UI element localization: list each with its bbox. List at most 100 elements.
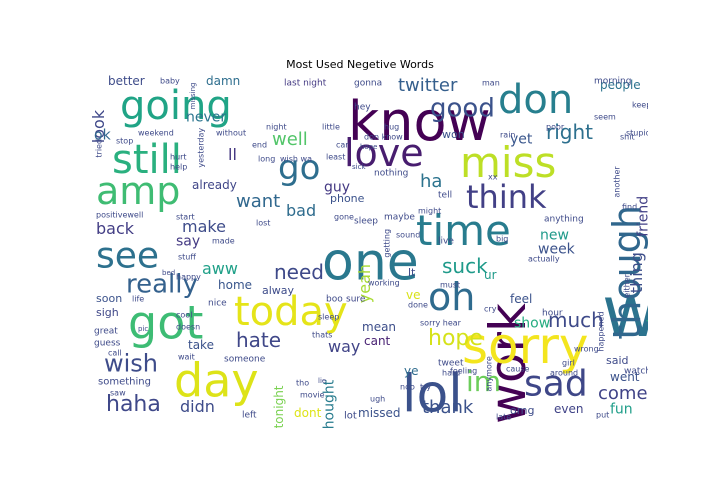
word-without: without — [216, 129, 246, 138]
word-sorry-hear: sorry hear — [420, 319, 462, 328]
word-boo: boo — [326, 295, 343, 305]
word-sad: sad — [524, 364, 588, 405]
word-well: well — [272, 129, 308, 150]
word-bed: bed — [162, 269, 175, 277]
word-day: day — [174, 353, 259, 407]
word-tonight: tonight — [272, 385, 286, 428]
word-working: working — [368, 279, 400, 288]
word-try: try — [420, 383, 431, 392]
word-maybe: maybe — [384, 213, 415, 223]
word-hurt: hurt — [170, 153, 187, 162]
word-weekend: weekend — [138, 129, 174, 138]
word-soon: soon — [96, 292, 122, 305]
word-pic: pic — [138, 325, 148, 333]
word-aww: aww — [202, 259, 238, 278]
word-guy: guy — [324, 180, 350, 196]
word-twitter: twitter — [398, 75, 458, 96]
word-thing: thing — [627, 252, 646, 293]
word-dont: dont — [294, 406, 322, 420]
word-hate: hate — [236, 328, 281, 352]
word-good: good — [430, 93, 495, 123]
word-mean: mean — [362, 320, 396, 334]
word-sorry: sorry — [462, 317, 588, 375]
word-around: around — [550, 369, 578, 378]
word-ur: ur — [484, 268, 497, 282]
word-life: life — [132, 295, 144, 304]
word-getting: getting — [383, 229, 392, 258]
word-left: left — [242, 411, 257, 421]
word-already: already — [192, 178, 237, 192]
word-show: show — [514, 316, 550, 332]
word-people: people — [600, 78, 641, 92]
word-noo: noo — [400, 383, 415, 392]
word-thank: thank — [422, 397, 474, 418]
word-feel: feel — [510, 292, 532, 306]
word-lt: lt — [408, 266, 416, 279]
word-positivewell: positivewell — [96, 211, 143, 220]
word-think: think — [466, 178, 547, 216]
word-one: one — [322, 233, 419, 293]
word-going: going — [120, 83, 232, 129]
word-poor: poor — [546, 123, 565, 132]
word-right: right — [546, 120, 593, 144]
word-ha: ha — [420, 171, 442, 192]
word-keep: keep — [632, 101, 648, 110]
word-take: take — [188, 338, 214, 352]
word-hug: hug — [384, 123, 399, 132]
word-wish: wish — [104, 350, 158, 378]
word-better: better — [108, 74, 145, 88]
word-help: help — [170, 163, 187, 172]
word-shit: shit — [620, 133, 635, 142]
word-though: though — [605, 205, 648, 340]
word-long: long — [258, 155, 275, 164]
word-week: week — [538, 242, 576, 258]
word-missing: missing — [189, 83, 197, 110]
word-haha: haha — [106, 392, 161, 417]
word-cool: cool — [176, 311, 192, 320]
word-sick: sick — [352, 163, 366, 171]
word-saw: saw — [110, 389, 126, 398]
word-stop: stop — [116, 137, 133, 146]
word-make: make — [182, 217, 226, 236]
word-missed: missed — [358, 406, 401, 420]
word-cry: cry — [484, 305, 497, 314]
word-cause: cause — [506, 365, 530, 374]
word-look: look — [90, 109, 108, 143]
word-morning: morning — [594, 77, 631, 87]
word-lost: lost — [256, 219, 270, 228]
word-damn: damn — [206, 74, 240, 88]
word-say: say — [176, 234, 200, 250]
word-hope: hope — [428, 326, 483, 351]
word-xx: xx — [488, 173, 498, 182]
word-go: go — [278, 148, 320, 188]
word-love: love — [344, 131, 424, 175]
word-happy: happy — [176, 273, 201, 282]
word-work: work — [479, 303, 537, 424]
word-tell: tell — [438, 191, 452, 201]
word-hope: hope — [360, 143, 377, 151]
word-yeah: yeah — [355, 264, 374, 303]
word-ok: ok — [94, 128, 112, 144]
word-even: even — [554, 402, 583, 416]
word-time: time — [416, 206, 511, 255]
word-sigh: sigh — [96, 306, 119, 319]
word-today: today — [234, 289, 348, 335]
word-tried: tried — [95, 139, 104, 158]
word-want: want — [236, 191, 280, 212]
word-miss: miss — [460, 138, 556, 187]
word-don-know: don know — [364, 133, 403, 142]
word-call: call — [108, 349, 122, 358]
word-thought: thought — [322, 379, 338, 429]
word-wait: wait — [178, 353, 195, 362]
word-bad: bad — [286, 201, 316, 220]
word-alway: alway — [262, 284, 295, 297]
word-doesn: doesn — [176, 323, 200, 332]
word-thats: thats — [312, 331, 332, 340]
word-ye: ye — [404, 364, 418, 378]
word-happened: happened — [597, 311, 606, 351]
word-won: won — [442, 128, 465, 141]
word-girl: girl — [562, 359, 575, 368]
word-anymore: anymore — [485, 356, 494, 392]
